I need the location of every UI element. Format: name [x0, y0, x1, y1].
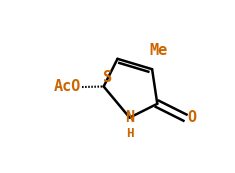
Text: Me: Me [149, 43, 167, 58]
Text: N: N [125, 110, 134, 125]
Text: AcO: AcO [54, 79, 81, 94]
Text: H: H [126, 127, 133, 140]
Text: S: S [103, 70, 113, 85]
Text: O: O [187, 110, 196, 125]
